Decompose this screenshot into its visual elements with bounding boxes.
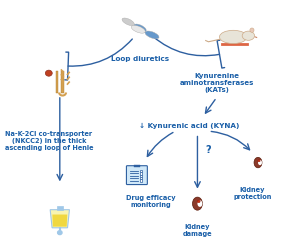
Ellipse shape bbox=[134, 24, 146, 32]
Bar bbox=[140, 172, 142, 175]
Bar bbox=[56, 206, 63, 210]
Bar bbox=[140, 170, 142, 172]
Ellipse shape bbox=[250, 28, 254, 32]
Ellipse shape bbox=[197, 200, 202, 207]
Bar bbox=[56, 71, 58, 93]
Ellipse shape bbox=[242, 31, 255, 40]
Text: Na-K-2Cl co-transporter
(NKCC2) in the thick
ascending loop of Henle: Na-K-2Cl co-transporter (NKCC2) in the t… bbox=[4, 131, 93, 151]
Circle shape bbox=[58, 231, 62, 234]
Ellipse shape bbox=[258, 160, 260, 162]
Bar bbox=[140, 177, 142, 180]
Text: ?: ? bbox=[206, 146, 211, 156]
Ellipse shape bbox=[220, 30, 247, 43]
Bar bbox=[134, 165, 140, 167]
Ellipse shape bbox=[45, 70, 52, 76]
FancyBboxPatch shape bbox=[126, 166, 147, 185]
Ellipse shape bbox=[258, 160, 262, 165]
Ellipse shape bbox=[193, 197, 202, 210]
Text: Loop diuretics: Loop diuretics bbox=[111, 56, 169, 62]
Text: Drug efficacy
monitoring: Drug efficacy monitoring bbox=[126, 195, 176, 208]
Ellipse shape bbox=[145, 31, 159, 39]
Bar bbox=[140, 180, 142, 182]
Text: Kidney
damage: Kidney damage bbox=[183, 224, 212, 237]
Ellipse shape bbox=[197, 200, 200, 203]
Text: Kynurenine
aminotransferases
(KATs): Kynurenine aminotransferases (KATs) bbox=[179, 73, 254, 93]
Bar bbox=[140, 175, 142, 177]
Ellipse shape bbox=[254, 157, 262, 168]
Text: ↓ Kynurenic acid (KYNA): ↓ Kynurenic acid (KYNA) bbox=[139, 123, 239, 129]
Polygon shape bbox=[50, 210, 69, 228]
Text: Kidney
protection: Kidney protection bbox=[233, 188, 272, 200]
Ellipse shape bbox=[122, 18, 134, 26]
Polygon shape bbox=[52, 215, 67, 227]
Bar bbox=[61, 71, 64, 93]
Ellipse shape bbox=[131, 26, 145, 33]
